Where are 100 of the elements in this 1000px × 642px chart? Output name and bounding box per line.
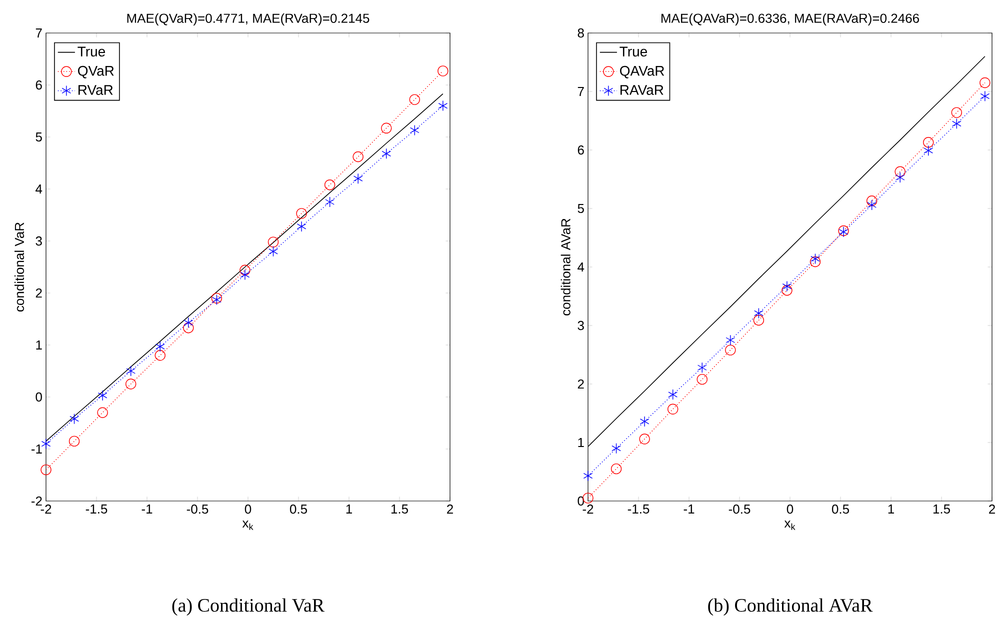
x-tick-label: 0.5 xyxy=(290,504,307,514)
point xyxy=(668,404,678,415)
chart-title: MAE(QVaR)=0.4771, MAE(RVaR)=0.2145 xyxy=(127,13,370,26)
y-tick-label: 6 xyxy=(578,145,584,155)
x-tick-label: 0 xyxy=(786,504,794,514)
y-tick-label: 1 xyxy=(36,340,42,350)
point xyxy=(296,221,306,232)
point xyxy=(410,124,420,136)
point xyxy=(268,236,279,248)
point xyxy=(240,269,250,280)
point xyxy=(325,196,334,208)
point xyxy=(810,256,821,268)
point xyxy=(438,100,448,112)
x-tick-label: 0 xyxy=(244,504,252,514)
point xyxy=(951,107,962,118)
point xyxy=(126,366,136,376)
y-tick-label: 3 xyxy=(578,320,584,330)
point xyxy=(612,443,621,454)
point xyxy=(583,470,593,482)
x-axis-title: x$_{k}$ xyxy=(784,520,796,530)
chart-title: MAE(QAVaR)=0.6336, MAE(RAVaR)=0.2466 xyxy=(662,13,919,26)
y-tick-label: 6 xyxy=(36,80,42,90)
point xyxy=(895,172,905,183)
x-tick-label: -0.5 xyxy=(728,504,750,514)
x-tick-label: 1 xyxy=(346,504,352,514)
point xyxy=(980,90,990,102)
x-tick-label: 0.5 xyxy=(832,504,849,514)
y-tick-label: 0 xyxy=(578,496,584,506)
x-tick-label: 2 xyxy=(989,504,995,514)
y-axis-title: conditional AVaR xyxy=(560,218,570,316)
point xyxy=(753,314,764,326)
y-tick-label: 5 xyxy=(578,204,584,214)
point xyxy=(125,378,136,390)
y-tick-label: 7 xyxy=(36,28,42,38)
point xyxy=(582,492,594,504)
point xyxy=(810,253,820,264)
point xyxy=(240,264,250,276)
text: (a) Conditional VaR xyxy=(172,598,325,616)
point xyxy=(726,334,736,346)
y-tick-label: 3 xyxy=(36,236,42,246)
x-tick-label: 1.5 xyxy=(391,504,408,514)
y-tick-label: -2 xyxy=(31,496,42,506)
y-tick-label: 2 xyxy=(578,379,584,389)
point xyxy=(324,179,336,190)
point xyxy=(184,317,194,328)
point xyxy=(610,463,622,474)
point xyxy=(155,341,165,352)
x-tick-label: -1 xyxy=(142,504,152,514)
point xyxy=(640,416,650,427)
point xyxy=(382,148,392,159)
legend-label: QAVaR xyxy=(620,66,664,78)
point xyxy=(867,200,876,210)
x-tick-label: -1.5 xyxy=(86,504,108,514)
y-axis-title: conditional VaR xyxy=(14,222,24,312)
point xyxy=(268,246,278,257)
y-tick-label: 1 xyxy=(578,438,584,447)
point xyxy=(381,122,392,134)
point xyxy=(438,66,448,76)
legend-label: True xyxy=(620,46,648,57)
point xyxy=(40,464,52,476)
y-tick-label: 0 xyxy=(36,392,42,402)
point xyxy=(183,322,194,334)
point xyxy=(697,362,707,373)
y-tick-label: 7 xyxy=(578,87,584,96)
y-tick-label: 8 xyxy=(578,28,584,38)
point xyxy=(980,77,990,88)
point xyxy=(154,350,166,361)
point xyxy=(68,436,80,447)
legend-label: RAVaR xyxy=(620,85,664,95)
legend-label: True xyxy=(78,46,106,57)
point xyxy=(296,208,307,219)
point xyxy=(754,308,764,319)
y-tick-label: 4 xyxy=(578,262,584,272)
point xyxy=(98,390,108,401)
x-tick-label: 1.5 xyxy=(933,504,950,514)
point xyxy=(639,434,650,444)
point xyxy=(923,137,934,148)
point xyxy=(696,374,708,385)
x-tick-label: -0.5 xyxy=(186,504,208,514)
x-tick-label: -1.5 xyxy=(628,504,650,514)
legend-label: RVaR xyxy=(78,85,113,95)
x-tick-label: -1 xyxy=(684,504,694,514)
point xyxy=(352,151,364,162)
point xyxy=(353,173,363,184)
point xyxy=(894,166,906,177)
legend-label: QVaR xyxy=(78,66,114,78)
y-tick-label: 5 xyxy=(36,132,42,142)
point xyxy=(409,94,420,105)
point xyxy=(41,438,51,450)
point xyxy=(924,145,934,156)
x-tick-label: 1 xyxy=(888,504,894,514)
point xyxy=(97,407,108,418)
point xyxy=(952,118,962,130)
y-tick-label: 2 xyxy=(36,288,42,298)
point xyxy=(782,285,792,296)
x-axis-title: x$_{k}$ xyxy=(242,520,254,530)
x-tick-label: 2 xyxy=(447,504,453,514)
y-tick-label: 4 xyxy=(36,184,42,194)
point xyxy=(866,196,878,206)
text: (b) Conditional AVaR xyxy=(708,598,873,616)
